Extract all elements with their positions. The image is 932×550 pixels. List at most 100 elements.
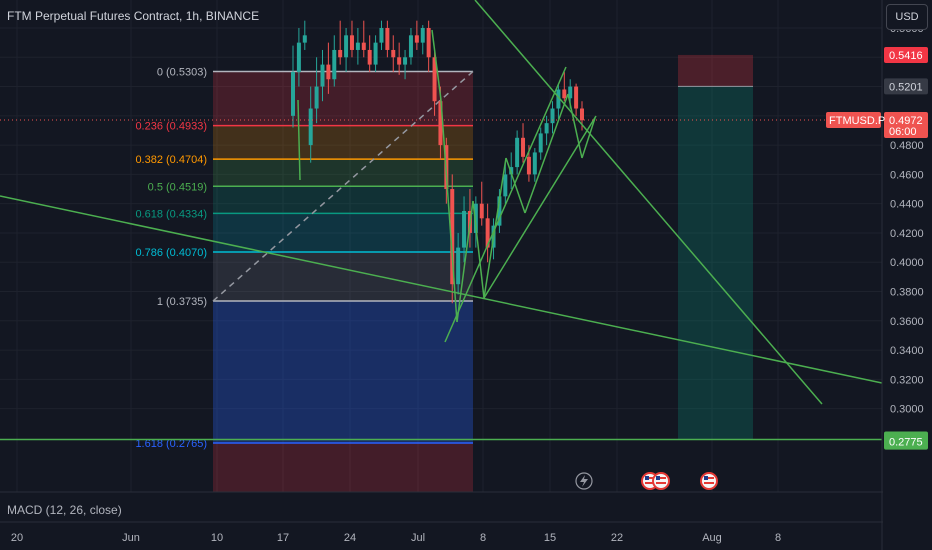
currency-button[interactable]: USD	[886, 4, 928, 30]
trend-line	[456, 200, 474, 323]
macd-indicator-label[interactable]: MACD (12, 26, close)	[7, 503, 122, 517]
price-tick-label: 0.4600	[890, 169, 924, 181]
flag-stripe-icon	[704, 482, 714, 484]
trend-line	[483, 157, 507, 299]
time-tick-label: Jul	[411, 532, 425, 544]
candle-body	[414, 35, 419, 43]
candle-body	[568, 86, 573, 99]
fib-level-label: 1 (0.3735)	[157, 296, 207, 308]
candle-body	[532, 152, 537, 175]
economic-event-flag-icon	[652, 472, 670, 490]
fib-anchor-line	[212, 70, 474, 302]
candle-body	[538, 133, 543, 153]
fib-level-label: 0.382 (0.4704)	[135, 154, 207, 166]
candle-body	[432, 57, 437, 102]
trend-line	[581, 117, 596, 159]
fib-level-label: 0.618 (0.4334)	[135, 208, 207, 220]
trend-line	[444, 66, 567, 343]
candle-body	[296, 42, 301, 72]
trend-line	[297, 99, 301, 181]
chart-title: FTM Perpetual Futures Contract, 1h, BINA…	[7, 9, 260, 23]
trend-line	[505, 157, 526, 214]
trend-line	[472, 200, 485, 299]
candle-body	[379, 28, 384, 43]
fib-zone	[213, 443, 473, 492]
price-tick-label: 0.3200	[890, 374, 924, 386]
price-tag-label: 0.2775	[889, 437, 923, 449]
fib-zone	[213, 125, 473, 160]
candle-body	[408, 35, 413, 58]
fib-zone	[213, 159, 473, 187]
candle-body	[385, 28, 390, 50]
candle-body	[544, 123, 549, 134]
time-tick-label: 24	[344, 532, 356, 544]
candle-body	[320, 64, 325, 87]
candle-body	[473, 203, 478, 233]
trend-line	[483, 115, 597, 299]
trend-line	[524, 93, 569, 214]
time-tick-label: 22	[611, 532, 623, 544]
candle-body	[526, 156, 531, 175]
candle-body	[580, 108, 584, 121]
price-tick-label: 0.4400	[890, 199, 924, 211]
flag-canton-icon	[656, 476, 660, 480]
time-tick-label: 15	[544, 532, 556, 544]
candle-body	[550, 108, 555, 124]
candle-body	[485, 218, 490, 248]
candle-body	[373, 42, 378, 65]
price-tick-label: 0.4000	[890, 257, 924, 269]
lightning-icon	[580, 475, 588, 487]
candle-body	[438, 101, 443, 146]
fib-zone	[213, 251, 473, 302]
price-tick-label: 0.3800	[890, 287, 924, 299]
trend-line	[567, 93, 583, 159]
time-tick-label: 8	[480, 532, 486, 544]
candle-body	[479, 203, 484, 219]
trend-line	[0, 195, 883, 384]
fib-level-label: 0.786 (0.4070)	[135, 247, 207, 259]
candle-body	[574, 86, 579, 109]
time-tick-label: Jun	[122, 532, 140, 544]
candle-body	[338, 49, 343, 58]
position-stop-zone	[678, 54, 753, 87]
price-tag-label: 0.5201	[889, 81, 923, 93]
flag-canton-icon	[704, 476, 708, 480]
candle-body	[349, 35, 354, 50]
economic-event-flag-icon	[700, 472, 718, 490]
price-tick-label: 0.3400	[890, 345, 924, 357]
flag-stripe-icon	[656, 482, 666, 484]
time-tick-label: 8	[775, 532, 781, 544]
time-tick-label: 20	[11, 532, 23, 544]
last-price-tag	[884, 111, 928, 138]
candle-body	[308, 108, 313, 146]
candle-body	[515, 137, 520, 168]
candle-body	[556, 89, 561, 109]
candle-body	[426, 28, 431, 58]
candle-body	[562, 89, 567, 99]
candle-body	[355, 42, 360, 50]
fib-zone	[213, 213, 473, 252]
candle-body	[361, 42, 366, 50]
price-tick-label: 0.4800	[890, 140, 924, 152]
time-tick-label: 10	[211, 532, 223, 544]
price-tag	[884, 46, 928, 63]
fib-zone	[213, 71, 473, 126]
candle-body	[450, 189, 455, 285]
candle-body	[503, 174, 508, 197]
fib-level-label: 0.236 (0.4933)	[135, 121, 207, 133]
fib-zone	[213, 186, 473, 214]
candle-body	[291, 71, 295, 116]
candle-body	[326, 64, 331, 80]
candle-body	[367, 49, 372, 65]
price-tick-label: 0.3600	[890, 316, 924, 328]
candle-body	[521, 137, 526, 157]
candle-body	[391, 49, 396, 58]
fib-zone	[213, 301, 473, 444]
price-tag	[884, 433, 928, 450]
trend-line	[474, 0, 823, 405]
trend-line	[431, 29, 442, 101]
candle-body	[314, 86, 319, 109]
time-tick-label: Aug	[702, 532, 722, 544]
last-price-label: 0.4972	[889, 115, 923, 127]
